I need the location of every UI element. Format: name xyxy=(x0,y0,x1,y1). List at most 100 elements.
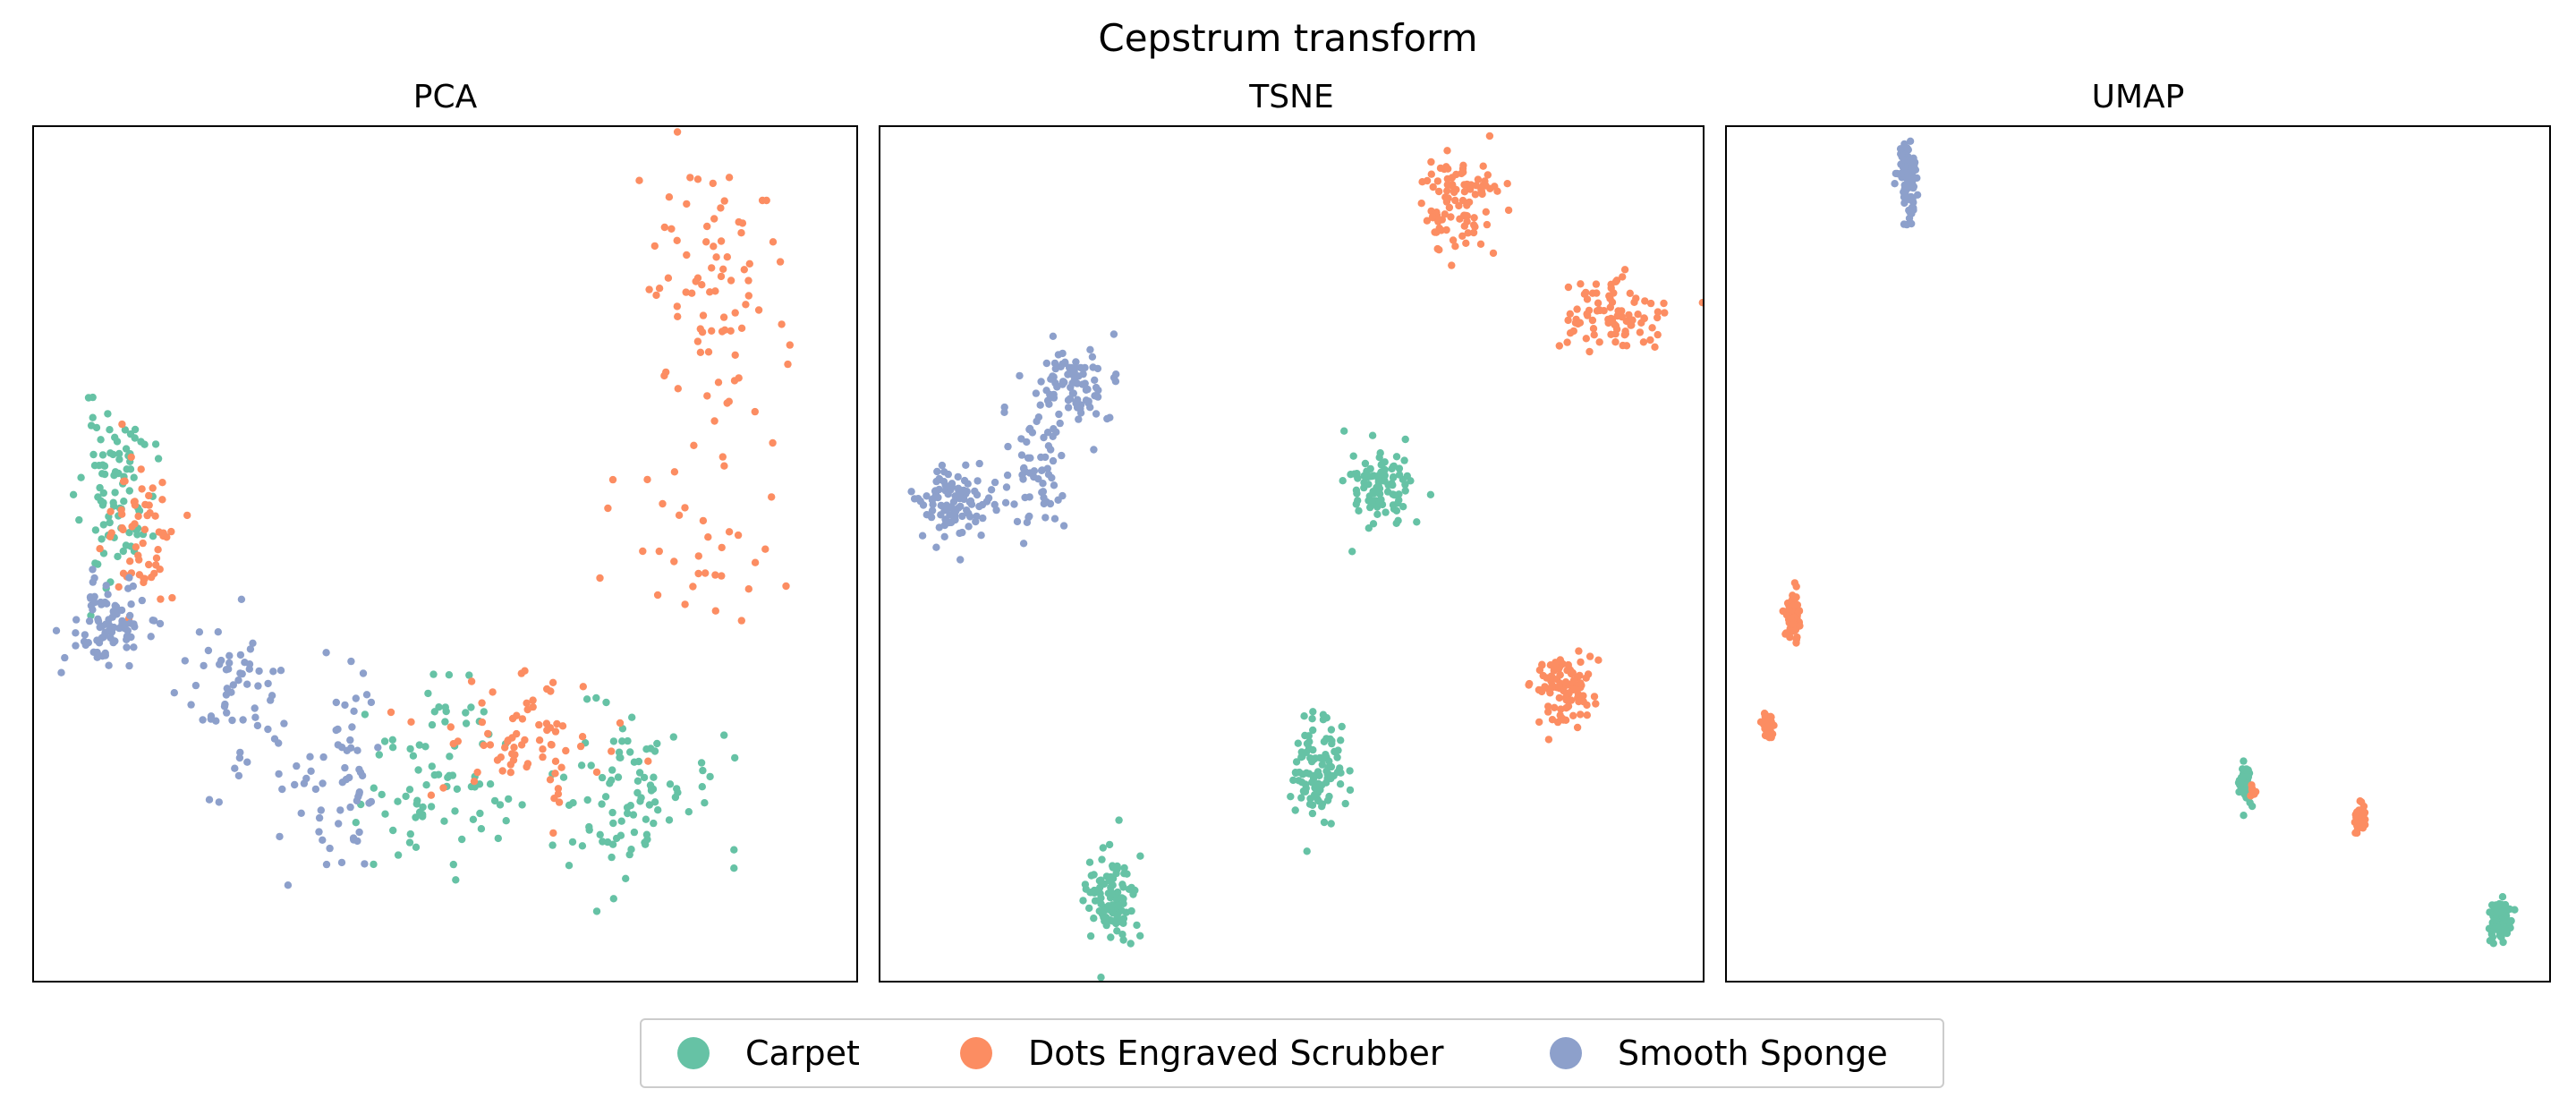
scatter-point-dots-engraved-scrubber xyxy=(1448,174,1457,182)
scatter-point-dots-engraved-scrubber xyxy=(1435,187,1443,196)
scatter-point-carpet xyxy=(1389,473,1398,481)
scatter-point-dots-engraved-scrubber xyxy=(650,242,659,251)
scatter-point-dots-engraved-scrubber xyxy=(183,511,191,520)
scatter-point-smooth-sponge xyxy=(332,698,340,707)
scatter-point-smooth-sponge xyxy=(123,643,131,651)
scatter-point-dots-engraved-scrubber xyxy=(727,327,735,335)
scatter-point-carpet xyxy=(1322,714,1331,722)
scatter-point-dots-engraved-scrubber xyxy=(1582,674,1590,682)
scatter-point-smooth-sponge xyxy=(336,806,344,814)
scatter-point-carpet xyxy=(428,720,437,729)
scatter-point-carpet xyxy=(104,410,112,418)
scatter-point-smooth-sponge xyxy=(1067,383,1075,392)
scatter-point-carpet xyxy=(405,838,414,847)
scatter-point-dots-engraved-scrubber xyxy=(694,569,702,578)
scatter-point-smooth-sponge xyxy=(117,606,126,615)
scatter-point-dots-engraved-scrubber xyxy=(539,745,547,753)
legend-label-smooth-sponge: Smooth Sponge xyxy=(1618,1034,1888,1073)
scatter-point-dots-engraved-scrubber xyxy=(778,320,786,328)
scatter-point-carpet xyxy=(614,773,623,781)
scatter-point-dots-engraved-scrubber xyxy=(551,727,560,736)
scatter-point-smooth-sponge xyxy=(1026,454,1034,462)
scatter-point-dots-engraved-scrubber xyxy=(768,493,776,501)
scatter-point-dots-engraved-scrubber xyxy=(506,761,514,769)
scatter-point-dots-engraved-scrubber xyxy=(1423,217,1432,225)
scatter-point-dots-engraved-scrubber xyxy=(168,593,176,602)
scatter-point-dots-engraved-scrubber xyxy=(1608,298,1617,306)
scatter-point-carpet xyxy=(1365,497,1373,505)
scatter-point-dots-engraved-scrubber xyxy=(711,571,719,579)
scatter-point-carpet xyxy=(1308,715,1316,723)
scatter-point-dots-engraved-scrubber xyxy=(157,595,165,603)
scatter-point-carpet xyxy=(394,797,402,805)
scatter-point-carpet xyxy=(465,671,473,679)
scatter-point-smooth-sponge xyxy=(89,578,97,586)
scatter-point-dots-engraved-scrubber xyxy=(138,485,146,493)
scatter-point-carpet xyxy=(598,800,606,808)
scatter-point-dots-engraved-scrubber xyxy=(1607,330,1615,338)
scatter-point-dots-engraved-scrubber xyxy=(1569,711,1577,719)
scatter-point-smooth-sponge xyxy=(948,503,956,511)
scatter-point-dots-engraved-scrubber xyxy=(1435,246,1443,254)
scatter-point-smooth-sponge xyxy=(940,468,948,476)
scatter-point-carpet xyxy=(602,698,610,707)
scatter-point-dots-engraved-scrubber xyxy=(1763,723,1771,731)
scatter-point-dots-engraved-scrubber xyxy=(1450,188,1458,197)
scatter-point-dots-engraved-scrubber xyxy=(1451,242,1459,251)
scatter-point-smooth-sponge xyxy=(315,828,323,836)
scatter-point-smooth-sponge xyxy=(319,836,327,844)
scatter-point-smooth-sponge xyxy=(217,656,225,665)
scatter-point-carpet xyxy=(406,830,414,838)
scatter-point-dots-engraved-scrubber xyxy=(1634,311,1642,319)
scatter-point-dots-engraved-scrubber xyxy=(714,379,723,387)
scatter-point-carpet xyxy=(69,490,78,498)
scatter-point-smooth-sponge xyxy=(1040,499,1048,508)
scatter-point-smooth-sponge xyxy=(982,498,991,506)
scatter-point-dots-engraved-scrubber xyxy=(662,368,670,377)
scatter-point-carpet xyxy=(1378,460,1387,468)
scatter-point-carpet xyxy=(1309,708,1317,716)
scatter-point-smooth-sponge xyxy=(239,716,247,724)
scatter-point-dots-engraved-scrubber xyxy=(1478,190,1486,199)
scatter-point-dots-engraved-scrubber xyxy=(1607,284,1615,293)
scatter-point-carpet xyxy=(1334,746,1342,754)
scatter-point-dots-engraved-scrubber xyxy=(131,498,139,506)
scatter-point-carpet xyxy=(642,815,650,823)
scatter-point-dots-engraved-scrubber xyxy=(693,337,702,345)
scatter-point-dots-engraved-scrubber xyxy=(1625,311,1633,319)
scatter-point-dots-engraved-scrubber xyxy=(134,512,142,521)
scatter-point-carpet xyxy=(1392,453,1401,461)
scatter-point-smooth-sponge xyxy=(361,860,369,868)
scatter-point-smooth-sponge xyxy=(348,723,356,731)
scatter-point-dots-engraved-scrubber xyxy=(493,756,502,764)
legend-marker-carpet xyxy=(677,1037,710,1069)
scatter-point-smooth-sponge xyxy=(1901,183,1909,191)
scatter-point-carpet xyxy=(99,521,108,529)
scatter-point-dots-engraved-scrubber xyxy=(484,729,492,738)
scatter-point-dots-engraved-scrubber xyxy=(720,326,729,334)
scatter-point-dots-engraved-scrubber xyxy=(761,545,769,553)
scatter-point-carpet xyxy=(583,795,591,804)
scatter-point-carpet xyxy=(131,425,140,434)
scatter-point-dots-engraved-scrubber xyxy=(478,718,487,727)
scatter-point-carpet xyxy=(2248,802,2257,811)
scatter-point-smooth-sponge xyxy=(238,669,246,678)
scatter-point-smooth-sponge xyxy=(1086,345,1094,353)
scatter-point-smooth-sponge xyxy=(322,860,331,869)
scatter-point-dots-engraved-scrubber xyxy=(1485,132,1494,140)
scatter-point-carpet xyxy=(618,725,627,733)
scatter-point-dots-engraved-scrubber xyxy=(470,778,479,786)
scatter-point-carpet xyxy=(375,751,383,759)
scatter-point-smooth-sponge xyxy=(1050,481,1058,489)
scatter-point-smooth-sponge xyxy=(910,495,919,503)
scatter-point-dots-engraved-scrubber xyxy=(1544,702,1552,710)
scatter-point-dots-engraved-scrubber xyxy=(718,453,727,461)
scatter-point-smooth-sponge xyxy=(1021,493,1029,502)
scatter-point-smooth-sponge xyxy=(105,661,113,669)
scatter-point-carpet xyxy=(640,773,649,782)
scatter-point-smooth-sponge xyxy=(1082,396,1091,404)
scatter-point-dots-engraved-scrubber xyxy=(670,557,678,566)
scatter-point-dots-engraved-scrubber xyxy=(1620,331,1628,339)
scatter-point-carpet xyxy=(568,838,577,847)
scatter-point-carpet xyxy=(441,703,449,711)
